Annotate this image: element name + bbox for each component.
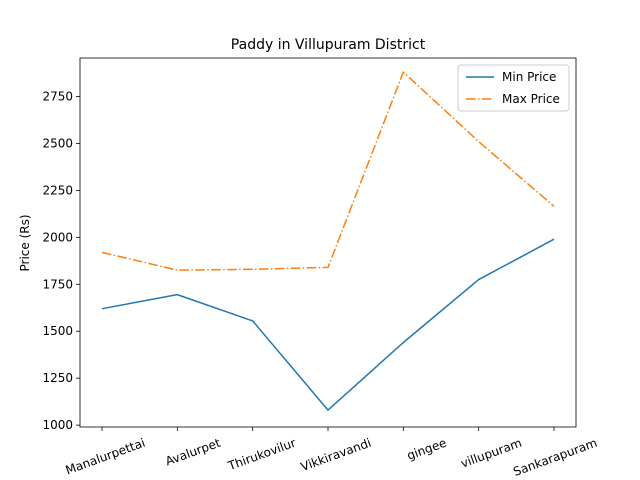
- y-tick-label: 1500: [42, 324, 73, 338]
- y-tick-label: 1250: [42, 371, 73, 385]
- y-axis-label: Price (Rs): [18, 214, 32, 271]
- legend-label: Min Price: [502, 70, 556, 84]
- chart-title: Paddy in Villupuram District: [231, 37, 426, 53]
- y-tick-label: 2000: [42, 230, 73, 244]
- legend-label: Max Price: [502, 92, 560, 106]
- y-tick-label: 2250: [42, 183, 73, 197]
- legend: Min Price Max Price: [457, 64, 570, 112]
- y-tick-label: 1000: [42, 418, 73, 432]
- y-tick-label: 2750: [42, 89, 73, 103]
- y-tick-label: 1750: [42, 277, 73, 291]
- y-tick-label: 2500: [42, 136, 73, 150]
